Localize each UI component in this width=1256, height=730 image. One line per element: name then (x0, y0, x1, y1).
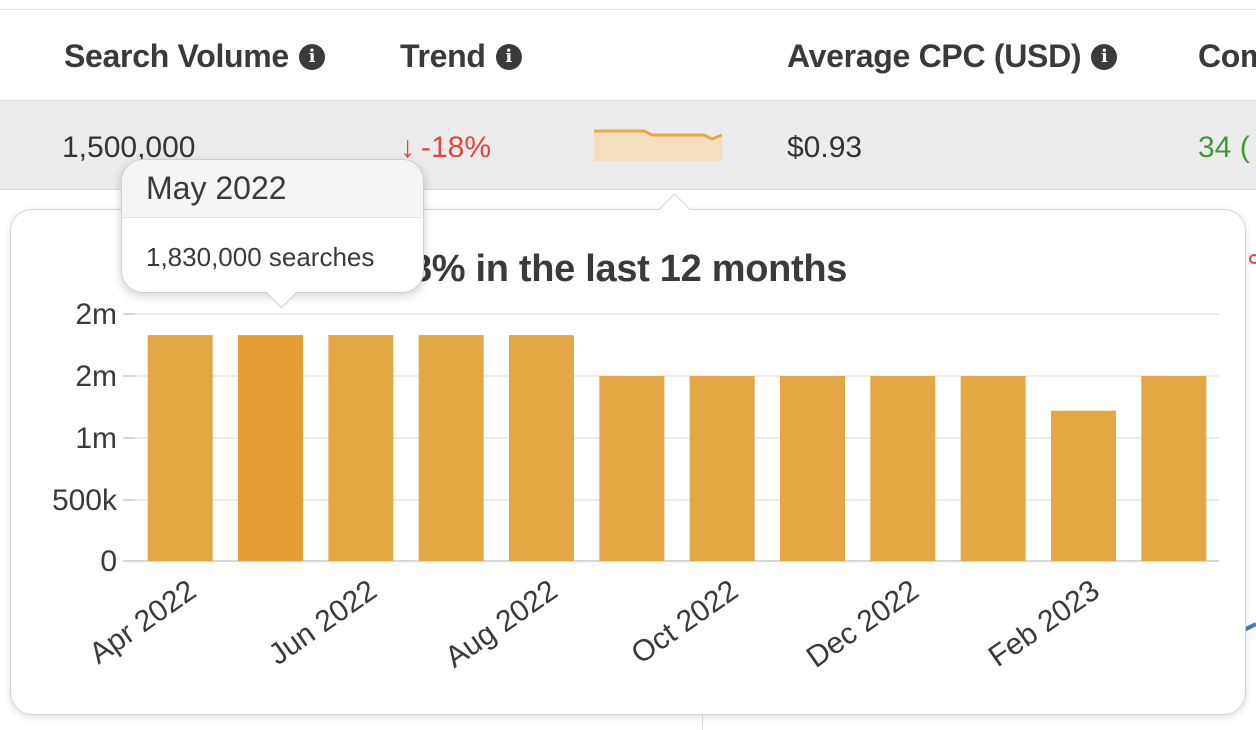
bar-oct-2022[interactable] (689, 376, 755, 561)
bar-feb-2023[interactable] (1051, 410, 1116, 561)
y-tick-label: 1m (75, 422, 117, 455)
y-tick-label: 2m (75, 298, 117, 331)
x-tick-label: Dec 2022 (801, 574, 925, 675)
column-header-average-cpc[interactable]: Average CPC (USD) i (787, 38, 1118, 75)
tooltip-value: 1,830,000 searches (146, 242, 375, 272)
bar-tooltip: May 2022 1,830,000 searches (121, 159, 424, 309)
bar-jun-2022[interactable] (328, 335, 394, 561)
column-label: Com (1198, 38, 1256, 74)
column-header-competition[interactable]: Com (1198, 38, 1256, 75)
column-header-trend[interactable]: Trend i (400, 38, 522, 75)
trend-value: -18% (421, 131, 492, 164)
info-icon[interactable]: i (495, 43, 522, 70)
bar-may-2022[interactable] (238, 335, 303, 561)
y-tick-label: 2m (75, 360, 117, 393)
cpc-value: $0.93 (787, 131, 863, 164)
column-header-search-volume[interactable]: Search Volume i (64, 38, 325, 75)
background-divider (702, 712, 703, 730)
column-label: Average CPC (USD) (787, 38, 1082, 74)
search-volume-value: 1,500,000 (62, 131, 196, 164)
competition-value: 34 ( (1198, 131, 1250, 164)
column-label: Search Volume (64, 38, 289, 74)
x-tick-label: Jun 2022 (263, 574, 383, 672)
y-tick-label: 500k (52, 484, 118, 517)
top-divider (0, 9, 1256, 10)
background-trend-marker (1249, 254, 1256, 264)
trend-change: ↓ -18% (400, 131, 491, 165)
bar-jan-2023[interactable] (960, 376, 1026, 561)
bar-nov-2022[interactable] (780, 376, 845, 561)
x-tick-label: Aug 2022 (439, 574, 563, 675)
info-icon[interactable]: i (298, 43, 325, 70)
arrow-down-icon: ↓ (400, 131, 415, 164)
bar-mar-2023[interactable] (1141, 376, 1207, 561)
x-tick-label: Feb 2023 (983, 574, 1106, 674)
bar-aug-2022[interactable] (509, 335, 574, 561)
y-tick-label: 0 (100, 545, 117, 578)
trend-chart-popover: 8% in the last 12 months 0 500k 1m 2m 2m Apr … (10, 193, 1246, 715)
column-label: Trend (400, 38, 486, 74)
sparkline-area (594, 131, 722, 161)
chart-title: 8% in the last 12 months (410, 248, 848, 290)
trend-sparkline[interactable] (594, 127, 722, 161)
info-icon[interactable]: i (1091, 43, 1118, 70)
sparkline-line (594, 129, 722, 141)
bar-apr-2022[interactable] (147, 335, 213, 561)
bar-sep-2022[interactable] (599, 376, 665, 561)
table-header: Search Volume i Trend i Average CPC (USD… (0, 10, 1256, 101)
tooltip-title: May 2022 (122, 160, 423, 218)
bar-jul-2022[interactable] (418, 335, 484, 561)
search-volume-bar-chart: 0 500k 1m 2m 2m Apr 2022 Jun 2022 Aug 2022 Oct 2… (52, 298, 1219, 675)
x-tick-label: Oct 2022 (626, 574, 745, 671)
bar-dec-2022[interactable] (870, 376, 936, 561)
x-tick-label: Apr 2022 (84, 574, 203, 671)
